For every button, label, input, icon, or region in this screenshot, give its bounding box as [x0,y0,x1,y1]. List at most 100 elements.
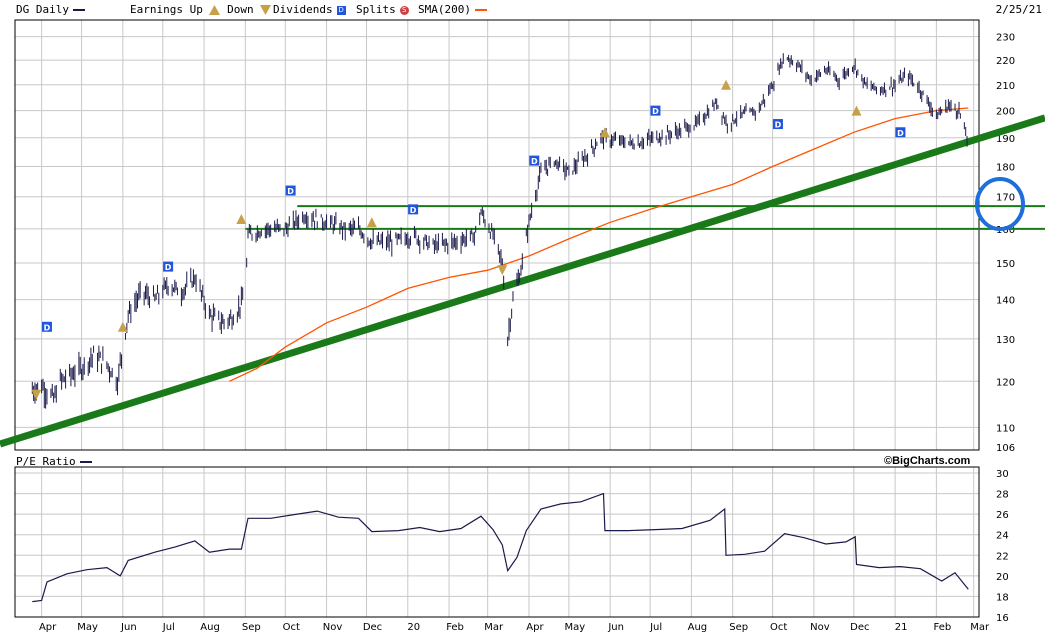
legend-ticker: DG Daily [16,3,89,16]
x-tick-label: Feb [934,622,952,633]
y-tick-label: 140 [996,296,1015,307]
x-tick-label: Jul [162,622,175,633]
x-tick-label: Dec [850,622,869,633]
dividend-marker-letter: D [775,121,782,130]
price-grid [15,20,979,450]
split-icon: S [399,5,409,15]
y-tick-label: 16 [996,613,1009,624]
x-tick-label: Jun [120,622,137,633]
dividend-marker-letter: D [531,157,538,166]
splits-label: Splits [356,3,396,16]
pe-y-axis: 16 18 20 22 24 26 28 30 [996,469,1009,624]
earnings-up-label: Earnings Up [130,3,203,16]
earnings-up-marker [599,127,610,138]
trend-line [0,114,1045,448]
chart-date: 2/25/21 [995,3,1042,16]
y-tick-label: 170 [996,193,1015,204]
x-tick-label: Sep [242,622,261,633]
price-bars [31,53,968,409]
y-tick-label: 200 [996,107,1015,118]
sma-path [229,107,969,382]
pe-swatch [79,461,92,463]
x-tick-label: Jun [607,622,624,633]
y-tick-label: 190 [996,134,1015,145]
x-tick-label: Aug [200,622,220,633]
pe-panel-border [14,466,980,618]
dividend-marker [772,119,783,130]
earnings-up-marker [851,105,862,116]
legend-pe: P/E Ratio [16,455,96,468]
earnings-down-marker [497,265,508,276]
y-tick-label: 18 [996,592,1009,603]
x-tick-label: Feb [446,622,464,633]
x-tick-label: Oct [770,622,787,633]
earnings-down-marker [31,389,42,400]
dividend-marker [408,204,419,215]
y-tick-label: 24 [996,531,1009,542]
pe-line [32,492,969,603]
dividend-marker [529,155,540,166]
y-tick-label: 110 [996,423,1015,434]
sma-label: SMA(200) [418,3,471,16]
earnings-up-marker [721,79,732,90]
pe-label: P/E Ratio [16,455,76,468]
x-tick-label: Apr [526,622,544,633]
y-tick-label: 210 [996,81,1015,92]
credit: ©BigCharts.com [884,455,971,467]
x-tick-label: Apr [39,622,57,633]
dividend-marker-letter: D [897,129,904,138]
x-tick-label: 21 [895,622,908,633]
earnings-up-marker [236,214,247,225]
resistance-lines [245,205,1045,230]
down-label: Down [227,3,254,16]
earnings-up-icon [209,5,221,15]
x-axis: Apr May Jun Jul Aug Sep Oct Nov Dec 20 Feb Mar Apr Ma… [39,622,990,633]
dividend-icon: D [336,5,346,15]
y-tick-label: 26 [996,510,1009,521]
y-tick-label: 130 [996,335,1015,346]
sma-line [229,107,969,382]
y-tick-label: 28 [996,490,1009,501]
x-tick-label: Aug [688,622,708,633]
dividend-marker [895,127,906,138]
price-panel-border [14,19,980,451]
dividend-marker [650,105,661,116]
y-tick-label: 150 [996,259,1015,270]
legend-sma: SMA(200) [418,3,491,16]
x-tick-label: Mar [484,622,504,633]
earnings-up-marker [117,321,128,332]
dividend-marker-letter: D [165,263,172,272]
dividend-marker [285,185,296,196]
y-tick-label: 230 [996,33,1015,44]
x-tick-label: Mar [970,622,990,633]
dividends-label: Dividends [273,3,333,16]
x-tick-label: Sep [729,622,748,633]
legend-splits: Splits S [356,3,413,16]
highlight-circle [975,177,1025,231]
x-tick-label: Nov [323,622,343,633]
y-tick-label: 106 [996,443,1015,454]
event-markers: D D D D D D D D [31,79,906,400]
dividend-marker-letter: D [652,107,659,116]
y-tick-label: 180 [996,162,1015,173]
sma-swatch [474,9,487,11]
y-tick-label: 20 [996,572,1009,583]
y-tick-label: 30 [996,469,1009,480]
legend-dividends: Dividends D [273,3,350,16]
dividend-marker [41,321,52,332]
y-tick-label: 220 [996,56,1015,67]
earnings-down-icon [260,5,272,15]
x-tick-label: Dec [363,622,382,633]
y-tick-label: 22 [996,551,1009,562]
dividend-marker-letter: D [287,187,294,196]
y-tick-label: 120 [996,377,1015,388]
x-tick-label: Nov [810,622,830,633]
price-swatch [72,9,85,11]
trend-line-segment [0,114,1045,448]
earnings-up-marker [366,217,377,228]
x-tick-label: May [77,622,98,633]
x-tick-label: 20 [407,622,420,633]
x-tick-label: May [565,622,586,633]
x-tick-label: Oct [283,622,300,633]
